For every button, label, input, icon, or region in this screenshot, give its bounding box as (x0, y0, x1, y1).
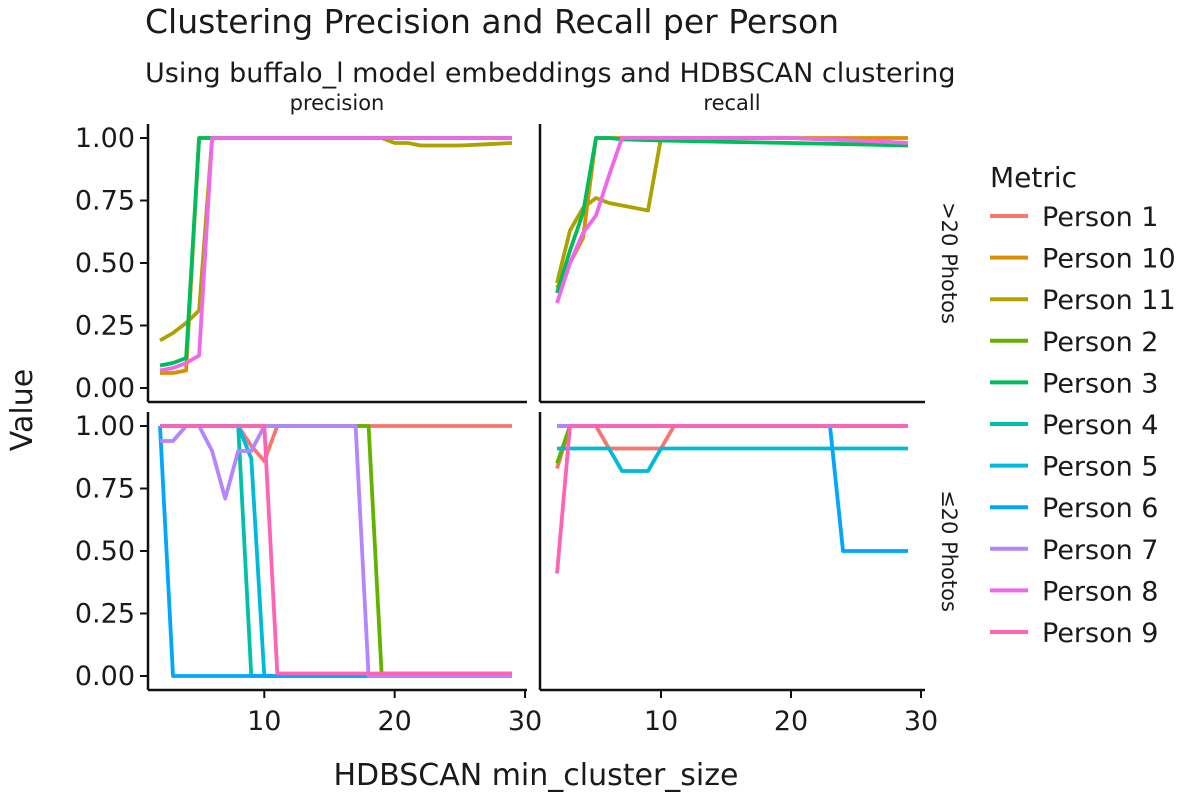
legend-item-person-4: Person 4 (990, 410, 1159, 441)
series-line-person-5-precision (160, 424, 512, 678)
y-tick-label: 0.75 (75, 186, 135, 217)
legend-label: Person 7 (1042, 535, 1159, 566)
y-tick-label: 1.00 (75, 123, 135, 154)
chart-title: Clustering Precision and Recall per Pers… (145, 2, 839, 41)
legend-label: Person 11 (1042, 285, 1176, 316)
legend-label: Person 8 (1042, 576, 1159, 607)
facet-panels: 0.00 0.25 0.50 0.75 1.00 0.00 0.25 0.50 0.75 1.00… (75, 123, 938, 737)
legend-item-person-5: Person 5 (990, 452, 1159, 483)
series-line-person-2-precision (160, 424, 512, 676)
legend-item-person-6: Person 6 (990, 493, 1159, 524)
legend-label: Person 5 (1042, 452, 1159, 483)
y-tick-label: 0.25 (75, 311, 135, 342)
series-line-person-6-precision (158, 425, 512, 678)
legend-item-person-7: Person 7 (990, 535, 1159, 566)
series-line-person-7-precision (160, 424, 512, 678)
y-tick-label: 0.50 (75, 536, 135, 567)
legend-item-person-1: Person 1 (990, 202, 1159, 233)
panel-recall-gt20 (538, 124, 925, 404)
series-line-person-8-precision (159, 136, 512, 373)
legend-label: Person 9 (1042, 618, 1159, 649)
series-line-person-11-precision (159, 136, 513, 343)
legend-item-person-2: Person 2 (990, 327, 1159, 358)
series-line-person-4-precision (160, 424, 512, 678)
series-line-person-10-precision (160, 136, 512, 375)
panel-precision-gt20: 0.00 0.25 0.50 0.75 1.00 (75, 123, 527, 404)
x-tick-label: 30 (904, 706, 938, 737)
series-line-person-6-recall (557, 424, 908, 553)
facet-strip-gt20: >20 Photos (937, 202, 961, 324)
series-line-person-10-recall (555, 136, 908, 289)
x-axis-title: HDBSCAN min_cluster_size (334, 758, 739, 793)
x-tick-label: 10 (644, 706, 678, 737)
legend-item-person-8: Person 8 (990, 576, 1159, 607)
series-line-person-2-recall (555, 424, 908, 465)
y-tick-label: 0.50 (75, 248, 135, 279)
facet-strip-precision: precision (290, 91, 385, 115)
y-tick-label: 0.25 (75, 599, 135, 630)
series-line-person-9-recall (555, 424, 908, 574)
legend-label: Person 1 (1042, 202, 1159, 233)
y-tick-label: 0.75 (75, 474, 135, 505)
x-tick-label: 20 (377, 706, 411, 737)
legend-item-person-9: Person 9 (990, 618, 1159, 649)
legend-label: Person 6 (1042, 493, 1159, 524)
x-tick-label: 30 (508, 706, 542, 737)
x-tick-label: 10 (247, 706, 281, 737)
series-line-person-8-recall (555, 136, 909, 304)
series-line-person-11-recall (555, 136, 909, 284)
series-line-person-5-recall (557, 446, 908, 473)
legend-title: Metric (990, 161, 1077, 194)
x-tick-label: 20 (774, 706, 808, 737)
facet-strip-recall: recall (703, 91, 760, 115)
legend-label: Person 2 (1042, 327, 1159, 358)
legend-label: Person 4 (1042, 410, 1159, 441)
series-line-person-3-recall (555, 136, 909, 294)
y-axis-title: Value (5, 369, 40, 451)
legend-label: Person 3 (1042, 368, 1159, 399)
y-tick-label: 0.00 (75, 661, 135, 692)
legend-item-person-11: Person 11 (990, 285, 1176, 316)
series-line-person-3-precision (159, 136, 512, 368)
legend: Metric Person 1 Person 10 Person 11 Person … (990, 161, 1176, 649)
panel-recall-le20: 10 20 30 (538, 412, 938, 737)
legend-label: Person 10 (1042, 244, 1176, 275)
series-line-person-9-precision (160, 424, 512, 676)
y-tick-label: 0.00 (75, 373, 135, 404)
legend-item-person-3: Person 3 (990, 368, 1159, 399)
facet-strip-le20: ≤20 Photos (937, 490, 961, 612)
panel-precision-le20: 0.00 0.25 0.50 0.75 1.00 10 20 30 (75, 411, 542, 737)
chart-subtitle: Using buffalo_l model embeddings and HDB… (145, 58, 956, 89)
y-tick-label: 1.00 (75, 411, 135, 442)
legend-item-person-10: Person 10 (990, 244, 1176, 275)
